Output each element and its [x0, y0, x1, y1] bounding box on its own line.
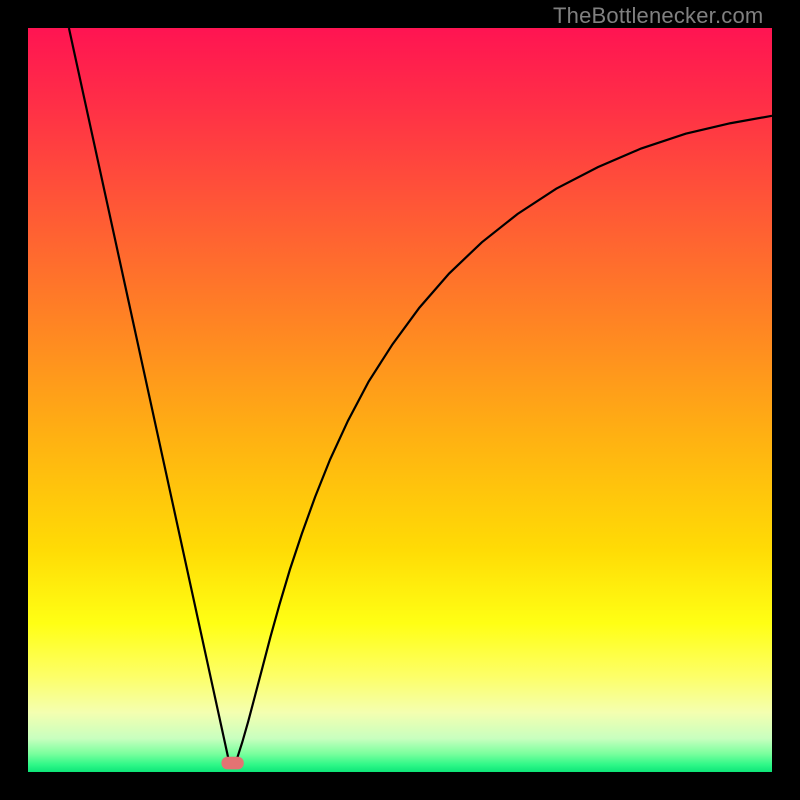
chart-background	[28, 28, 772, 772]
watermark-text: TheBottlenecker.com	[553, 3, 763, 29]
chart-svg	[28, 28, 772, 772]
minimum-marker	[221, 757, 243, 770]
plot-area	[28, 28, 772, 772]
